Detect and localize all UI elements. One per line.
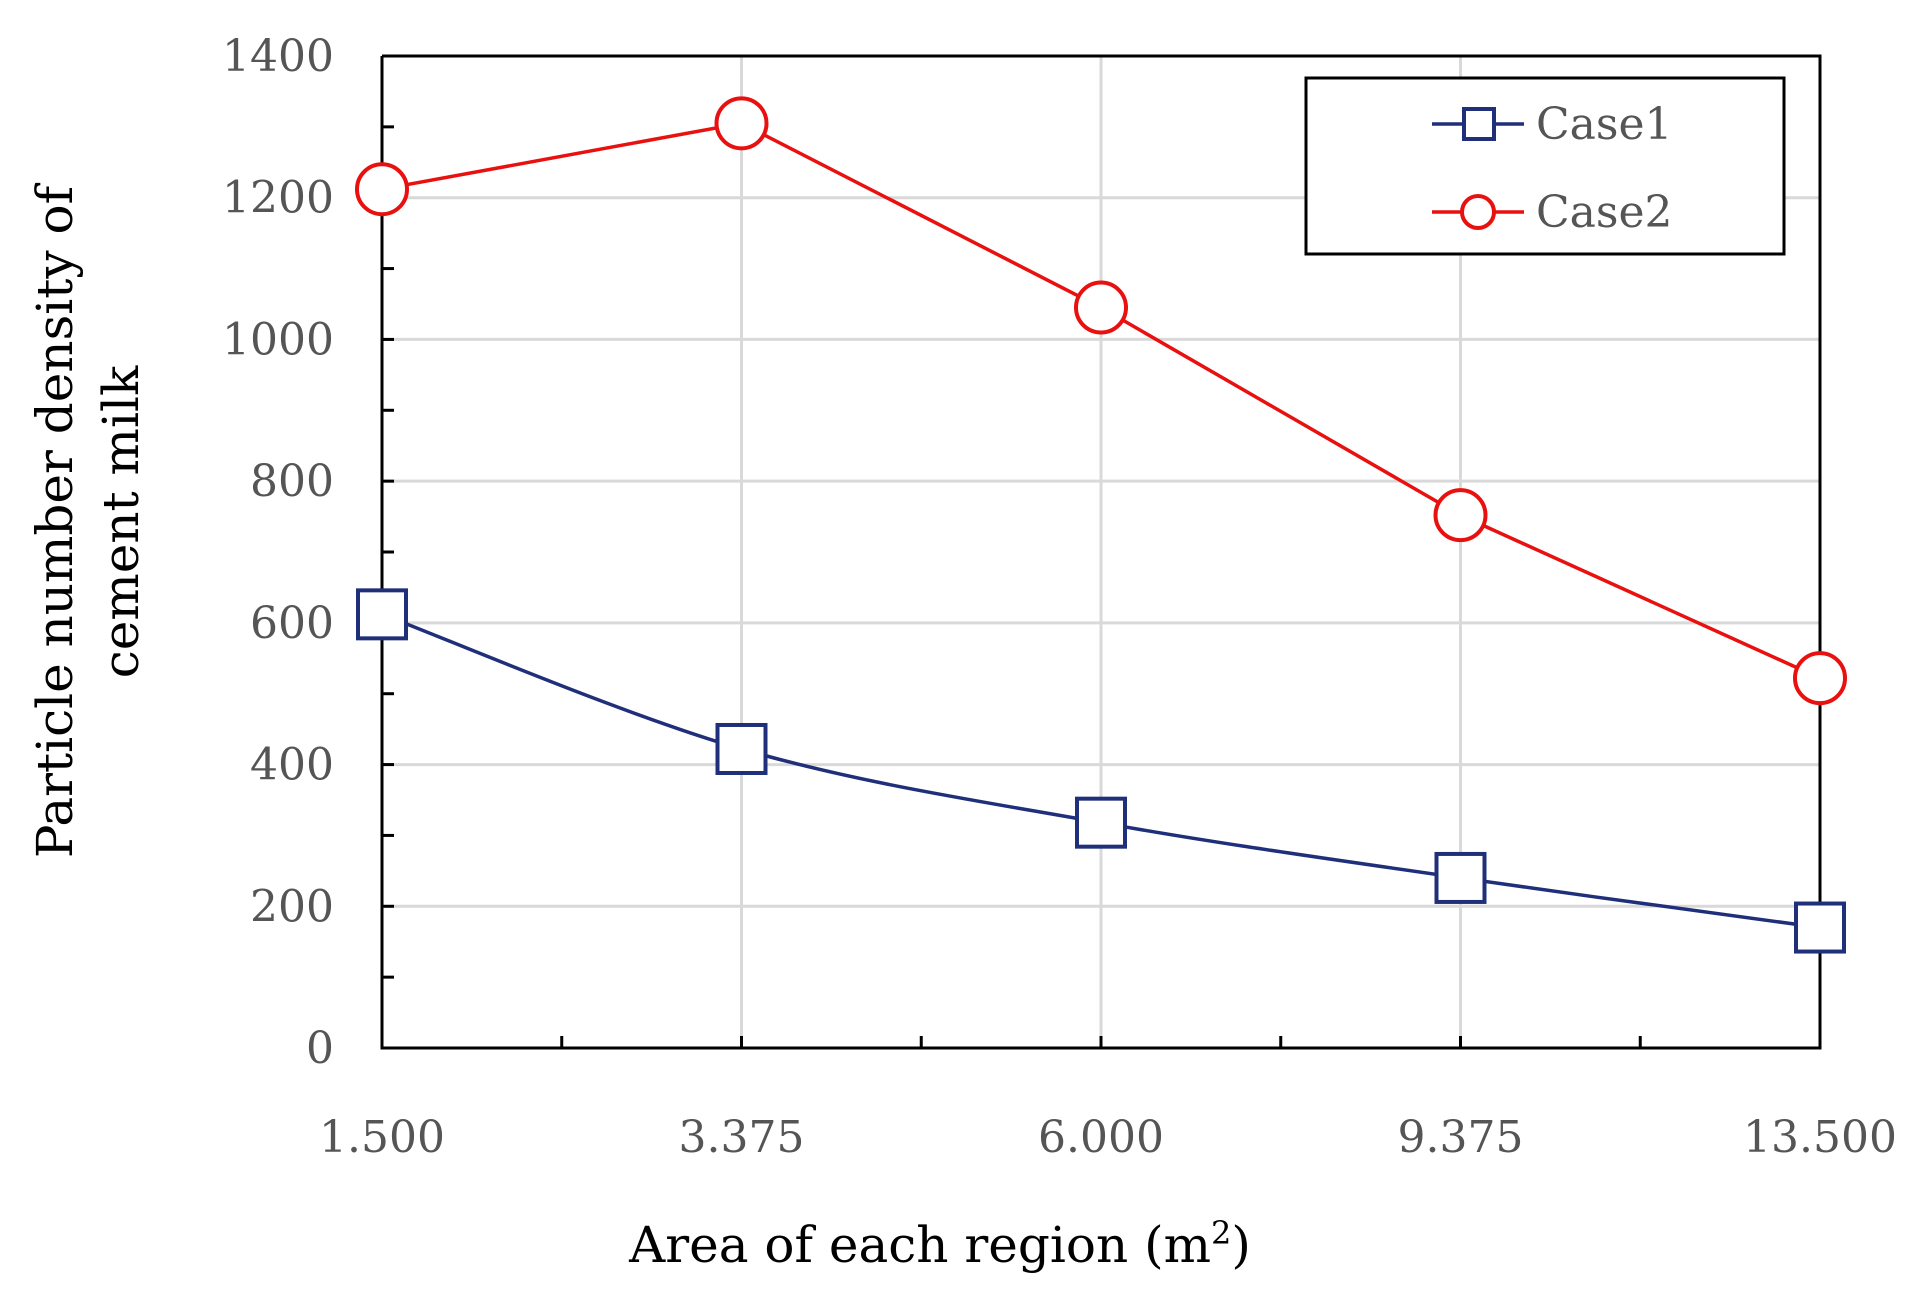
y-tick-label: 1200 [222, 173, 334, 224]
x-tick-label: 13.500 [1743, 1112, 1897, 1163]
case2-point [714, 96, 769, 151]
y-tick-label: 200 [250, 881, 334, 932]
series-layer [355, 96, 1847, 954]
legend-box [1304, 76, 1786, 256]
legend-item-case1: Case1 [1432, 99, 1673, 150]
y-tick-label: 1400 [222, 31, 334, 82]
case1-point [356, 588, 408, 641]
y-tick-label: 600 [250, 598, 334, 649]
y-tick-label: 400 [250, 740, 334, 791]
y-axis-ticks: 0 200 400 600 800 1000 1200 1400 [222, 31, 394, 1074]
legend-item-case2: Case2 [1432, 187, 1673, 238]
x-tick-label: 6.000 [1038, 1112, 1164, 1163]
series-case2 [355, 96, 1847, 706]
x-tick-label: 3.375 [679, 1112, 805, 1163]
x-tick-label: 9.375 [1398, 1112, 1524, 1163]
y-axis-title-line2: cement milk [92, 365, 150, 678]
case2-point [1793, 651, 1847, 706]
case1-point [1075, 796, 1127, 849]
series-case1 [356, 588, 1846, 954]
y-tick-label: 0 [306, 1023, 334, 1074]
case1-point [715, 722, 768, 775]
y-tick-label: 1000 [222, 314, 334, 365]
legend: Case1 Case2 [1304, 76, 1786, 256]
case2-point [355, 162, 409, 217]
x-axis-ticks: 1.500 3.375 6.000 9.375 13.500 [319, 1036, 1897, 1163]
case2-point [1433, 488, 1488, 543]
legend-label: Case1 [1536, 99, 1673, 150]
y-axis-title-line1: Particle number density of [26, 182, 84, 858]
case2-point [1074, 280, 1128, 335]
x-tick-label: 1.500 [319, 1112, 445, 1163]
case1-point [1434, 851, 1487, 904]
y-axis-title: Particle number density of cement milk [26, 182, 150, 858]
y-tick-label: 800 [250, 456, 334, 507]
case1-point [1794, 901, 1846, 954]
legend-circle-marker [1460, 194, 1496, 230]
legend-square-marker [1462, 107, 1496, 141]
legend-label: Case2 [1536, 187, 1673, 238]
x-axis-title: Area of each region (m2) [628, 1214, 1251, 1274]
